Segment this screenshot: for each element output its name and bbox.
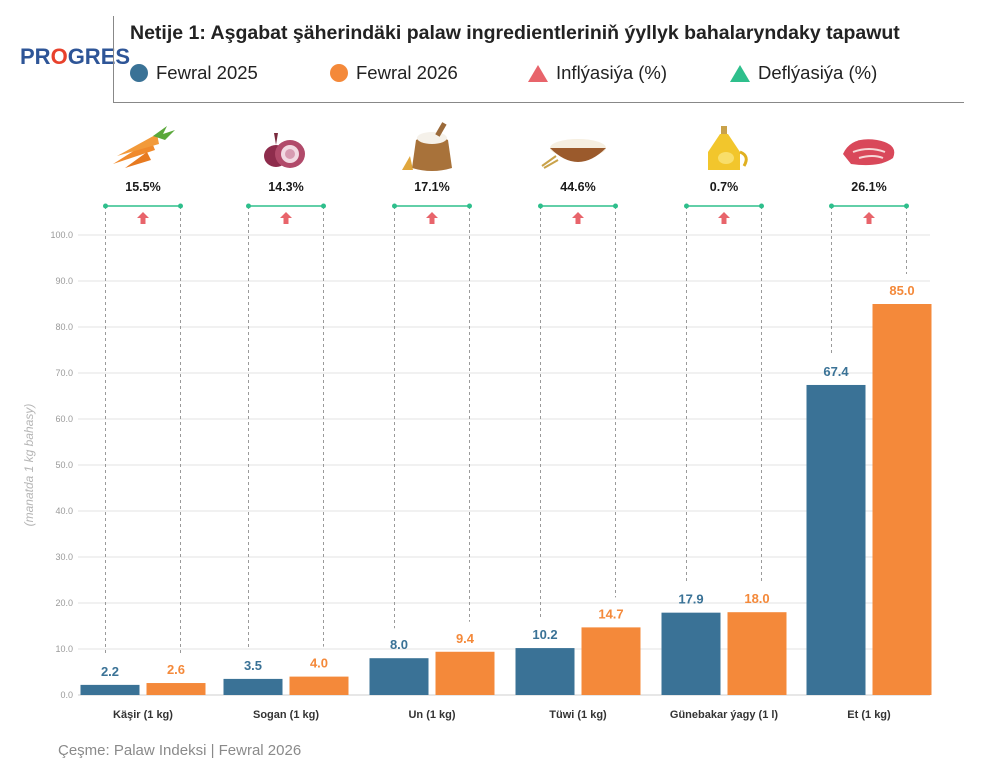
value-label-2026: 2.6	[167, 662, 185, 677]
y-axis-label: (manatda 1 kg bahasy)	[22, 404, 36, 527]
legend-item-deflation: Deflýasiýa (%)	[730, 62, 877, 84]
bracket-end	[103, 203, 108, 209]
legend-label-2026: Fewral 2026	[356, 62, 458, 83]
y-tick-label: 30.0	[55, 552, 73, 562]
bar-2025	[223, 678, 283, 695]
chart-title: Netije 1: Aşgabat şäherindäki palaw ingr…	[130, 22, 900, 44]
legend-item-2026: Fewral 2026	[330, 62, 458, 84]
category-label: Et (1 kg)	[847, 709, 891, 721]
value-label-2025: 8.0	[390, 637, 408, 652]
bar-2025	[80, 684, 140, 695]
y-tick-label: 20.0	[55, 598, 73, 608]
y-tick-label: 60.0	[55, 414, 73, 424]
bar-chart: 0.0 10.0 20.0 30.0 40.0 50.0 60.0 70.0 80.0 90.0 1…	[22, 122, 932, 721]
inflation-arrow-icon	[863, 212, 875, 224]
bar-2026	[727, 612, 787, 695]
bracket-end	[246, 203, 251, 209]
category-label: Tüwi (1 kg)	[549, 709, 607, 721]
header-divider-horizontal	[113, 102, 964, 103]
bar-2025	[806, 384, 866, 695]
legend-label-deflation: Deflýasiýa (%)	[758, 62, 878, 83]
bar-2025	[369, 658, 429, 695]
bracket-end	[684, 203, 689, 209]
inflation-arrow-icon	[572, 212, 584, 224]
inflation-triangle-icon	[528, 64, 548, 82]
bar-2026	[435, 651, 495, 695]
inflation-arrow-icon	[426, 212, 438, 224]
change-label: 15.5%	[125, 180, 160, 194]
value-label-2026: 4.0	[310, 656, 328, 671]
chart-header: PROGRES Netije 1: Aşgabat şäherindäki pa…	[0, 0, 1000, 104]
bracket-end	[178, 203, 183, 209]
change-label: 26.1%	[851, 180, 886, 194]
legend-item-inflation: Inflýasiýa (%)	[528, 62, 667, 84]
source-note: Çeşme: Palaw Indeksi | Fewral 2026	[58, 742, 302, 759]
bracket-end	[613, 203, 618, 209]
change-label: 0.7%	[710, 180, 739, 194]
inflation-arrow-icon	[718, 212, 730, 224]
legend-item-2025: Fewral 2025	[130, 62, 258, 84]
change-label: 14.3%	[268, 180, 303, 194]
y-tick-label: 10.0	[55, 644, 73, 654]
y-tick-label: 0.0	[60, 690, 73, 700]
header-divider-vertical	[113, 16, 114, 102]
bar-2026	[146, 683, 206, 695]
y-tick-label: 40.0	[55, 506, 73, 516]
value-label-2026: 18.0	[744, 591, 769, 606]
value-label-2026: 9.4	[456, 631, 475, 646]
inflation-arrow-icon	[280, 212, 292, 224]
legend-label-2025: Fewral 2025	[156, 62, 258, 83]
y-tick-label: 80.0	[55, 322, 73, 332]
bracket-end	[467, 203, 472, 209]
category-label: Käşir (1 kg)	[113, 709, 173, 721]
legend-swatch-2025	[130, 64, 148, 82]
value-label-2025: 10.2	[532, 627, 557, 642]
category-label: Günebakar ýagy (1 l)	[670, 709, 779, 721]
deflation-triangle-icon	[730, 64, 750, 82]
bar-2025	[661, 612, 721, 695]
bar-2025	[515, 648, 575, 695]
change-label: 17.1%	[414, 180, 449, 194]
bracket-end	[538, 203, 543, 209]
bracket-end	[392, 203, 397, 209]
bar-2026	[872, 304, 932, 695]
change-label: 44.6%	[560, 180, 595, 194]
category-label: Sogan (1 kg)	[253, 709, 319, 721]
value-label-2026: 85.0	[889, 283, 914, 298]
y-tick-label: 70.0	[55, 368, 73, 378]
value-label-2026: 14.7	[598, 606, 623, 621]
bracket-end	[759, 203, 764, 209]
category-label: Un (1 kg)	[408, 709, 455, 721]
carrot-icon	[113, 126, 175, 168]
oil-bottle-icon	[708, 126, 748, 170]
bracket-end	[321, 203, 326, 209]
bracket-end	[904, 203, 909, 209]
legend-label-inflation: Inflýasiýa (%)	[556, 62, 668, 83]
value-label-2025: 17.9	[678, 592, 703, 607]
rice-bowl-icon	[541, 139, 606, 169]
bar-2026	[289, 676, 349, 695]
inflation-arrow-icon	[137, 212, 149, 224]
y-tick-label: 100.0	[50, 230, 73, 240]
value-label-2025: 3.5	[244, 658, 262, 673]
legend-swatch-2026	[330, 64, 348, 82]
progres-logo: PROGRES	[20, 44, 131, 69]
bracket-end	[829, 203, 834, 209]
value-label-2025: 2.2	[101, 664, 119, 679]
y-tick-label: 50.0	[55, 460, 73, 470]
y-tick-label: 90.0	[55, 276, 73, 286]
meat-steak-icon	[843, 139, 895, 166]
bar-2026	[581, 627, 641, 695]
value-label-2025: 67.4	[823, 364, 849, 379]
onion-icon	[264, 133, 305, 168]
flour-sack-icon	[402, 122, 452, 171]
